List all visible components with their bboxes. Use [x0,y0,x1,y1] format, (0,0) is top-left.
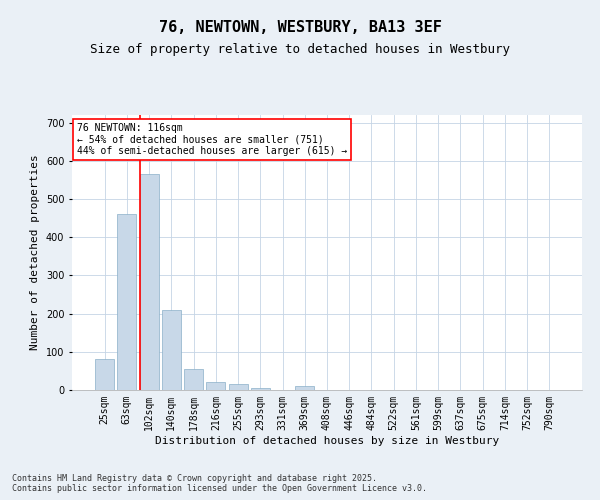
Bar [295,386,314,390]
Text: Contains HM Land Registry data © Crown copyright and database right 2025.: Contains HM Land Registry data © Crown c… [12,474,377,483]
Text: 76 NEWTOWN: 116sqm
← 54% of detached houses are smaller (751)
44% of semi-detach: 76 NEWTOWN: 116sqm ← 54% of detached hou… [77,123,347,156]
Text: Size of property relative to detached houses in Westbury: Size of property relative to detached ho… [90,42,510,56]
Bar [95,360,114,390]
Y-axis label: Number of detached properties: Number of detached properties [31,154,40,350]
Bar [140,174,158,390]
Text: Contains public sector information licensed under the Open Government Licence v3: Contains public sector information licen… [12,484,427,493]
X-axis label: Distribution of detached houses by size in Westbury: Distribution of detached houses by size … [155,436,499,446]
Bar [251,388,270,390]
Bar [118,214,136,390]
Bar [229,384,248,390]
Bar [184,369,203,390]
Text: 76, NEWTOWN, WESTBURY, BA13 3EF: 76, NEWTOWN, WESTBURY, BA13 3EF [158,20,442,35]
Bar [162,310,181,390]
Bar [206,382,225,390]
